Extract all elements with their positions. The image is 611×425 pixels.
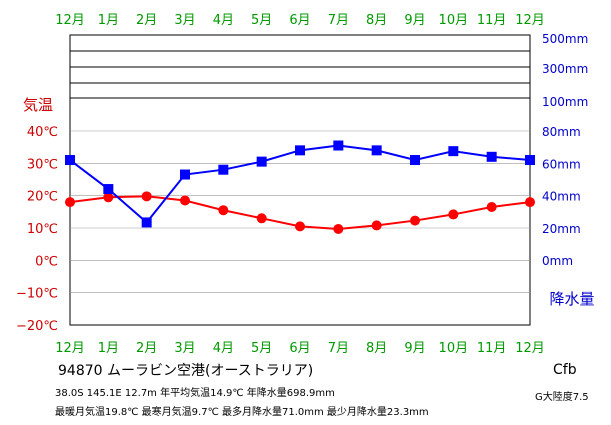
month-label-top: 10月 [439, 13, 469, 28]
precipitation-line [69, 144, 531, 224]
month-label-bottom: 2月 [136, 341, 157, 356]
temperature-tick-label: 40℃ [27, 125, 58, 140]
month-label-bottom: 6月 [289, 341, 310, 356]
station-details: 38.0S 145.1E 12.7m 年平均気温14.9℃ 年降水量698.9m… [55, 388, 335, 399]
precipitation-point [333, 140, 344, 151]
precipitation-tick-labels: 500mm 300mm 100mm 80mm 60mm 40mm 20mm 0mm [542, 32, 588, 268]
temperature-tick-label: 0℃ [35, 254, 58, 269]
month-label-bottom: 10月 [439, 341, 469, 356]
precipitation-tick-label: 80mm [542, 125, 581, 139]
month-label-top: 11月 [477, 13, 507, 28]
precipitation-point [295, 145, 305, 156]
temperature-tick-label: −10℃ [16, 287, 58, 302]
month-label-bottom: 1月 [98, 341, 119, 356]
month-label-bottom: 12月 [515, 341, 545, 356]
precipitation-point [141, 217, 152, 228]
temperature-point [525, 197, 535, 208]
temperature-point [103, 192, 114, 203]
continentality-index: G大陸度7.5 [535, 392, 589, 403]
month-label-top: 8月 [366, 13, 387, 28]
precipitation-point [256, 156, 267, 167]
temperature-point [65, 197, 75, 208]
temperature-point [256, 213, 267, 224]
month-label-top: 6月 [289, 13, 310, 28]
climate-class: Cfb [553, 362, 577, 378]
temperature-tick-label: −20℃ [16, 319, 58, 334]
month-label-bottom: 11月 [477, 341, 507, 356]
precipitation-tick-label: 60mm [542, 157, 581, 171]
precipitation-tick-label: 40mm [542, 190, 581, 204]
month-label-top: 12月 [515, 13, 545, 28]
station-title: 94870 ムーラビン空港(オーストラリア) [58, 363, 314, 379]
precipitation-point [103, 184, 114, 195]
month-label-bottom: 5月 [251, 341, 272, 356]
precipitation-point [218, 164, 229, 175]
month-label-bottom: 3月 [174, 341, 195, 356]
station-extremes: 最暖月気温19.8℃ 最寒月気温9.7℃ 最多月降水量71.0mm 最少月降水量… [55, 407, 429, 418]
temperature-point [295, 221, 305, 232]
temperature-tick-label: 30℃ [27, 157, 58, 172]
temperature-tick-label: 10℃ [27, 222, 58, 237]
temperature-point [141, 191, 152, 202]
month-label-top: 4月 [213, 13, 234, 28]
precipitation-axis-title: 降水量 [549, 290, 594, 308]
precipitation-point [180, 169, 190, 180]
precipitation-point [448, 146, 459, 157]
temperature-tick-label: 20℃ [27, 190, 58, 205]
temperature-point [180, 195, 190, 206]
precipitation-tick-label: 300mm [542, 62, 588, 76]
precipitation-point [486, 151, 497, 162]
precipitation-point [371, 145, 382, 156]
temperature-axis-title: 気温 [23, 96, 53, 114]
temperature-point [486, 201, 497, 212]
top-month-labels: 12月 1月 2月 3月 4月 5月 6月 7月 8月 9月 10月 11月 12月 [55, 13, 545, 28]
precipitation-tick-label: 20mm [542, 222, 581, 236]
plot-frame [69, 34, 531, 326]
month-label-top: 3月 [174, 13, 195, 28]
grid-lines [69, 34, 531, 326]
temperature-point [333, 223, 344, 234]
precipitation-point [65, 155, 75, 166]
month-label-top: 9月 [404, 13, 425, 28]
temperature-point [448, 209, 459, 220]
month-label-top: 12月 [55, 13, 85, 28]
month-label-bottom: 9月 [404, 341, 425, 356]
month-label-bottom: 12月 [55, 341, 85, 356]
precipitation-tick-label: 100mm [542, 95, 588, 109]
month-label-top: 7月 [328, 13, 349, 28]
series-layer [65, 140, 535, 234]
month-label-bottom: 7月 [328, 341, 349, 356]
temperature-tick-labels: 40℃ 30℃ 20℃ 10℃ 0℃ −10℃ −20℃ [16, 125, 58, 334]
month-label-bottom: 8月 [366, 341, 387, 356]
precipitation-point [525, 155, 535, 166]
month-label-top: 5月 [251, 13, 272, 28]
month-label-top: 1月 [98, 13, 119, 28]
precipitation-point [410, 155, 420, 166]
temperature-point [218, 205, 229, 216]
precipitation-tick-label: 0mm [542, 254, 573, 268]
month-label-top: 2月 [136, 13, 157, 28]
temperature-point [410, 215, 420, 226]
temperature-point [371, 220, 382, 231]
precipitation-tick-label: 500mm [542, 32, 588, 46]
month-label-bottom: 4月 [213, 341, 234, 356]
bottom-month-labels: 12月 1月 2月 3月 4月 5月 6月 7月 8月 9月 10月 11月 12月 [55, 341, 545, 356]
